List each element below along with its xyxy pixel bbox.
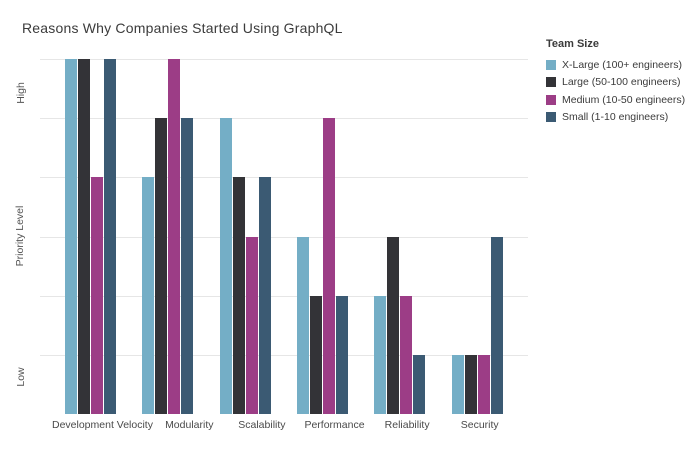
bar (155, 118, 168, 414)
gridline (40, 354, 528, 356)
bar (168, 59, 181, 414)
x-tick-label: Performance (304, 419, 365, 431)
gridline (40, 236, 528, 238)
bar-group-4 (361, 59, 438, 414)
bar-group-0 (52, 59, 129, 414)
bar (297, 236, 310, 414)
bar-group-5 (439, 59, 516, 414)
bar (104, 59, 117, 414)
bar (464, 354, 477, 414)
legend-label: Large (50-100 engineers) (562, 76, 681, 89)
y-axis-title: Priority Level (14, 205, 26, 267)
bar (387, 236, 400, 414)
gridline (40, 177, 528, 179)
legend-item: X-Large (100+ engineers) (546, 56, 685, 74)
x-tick-label: Security (460, 419, 499, 431)
legend-swatch-icon (546, 59, 556, 70)
legend-item: Medium (10-50 engineers) (546, 91, 685, 109)
legend-items: X-Large (100+ engineers) Large (50-100 en… (546, 56, 685, 126)
x-axis-labels: Development Velocity Modularity Scalabilit… (40, 419, 528, 431)
gridline (40, 59, 528, 60)
bar-group-1 (129, 59, 206, 414)
legend-item: Large (50-100 engineers) (546, 74, 685, 92)
legend: Team Size X-Large (100+ engineers) Large … (546, 38, 685, 126)
legend-label: X-Large (100+ engineers) (562, 58, 682, 71)
bar (78, 59, 91, 414)
y-tick-high: High (15, 82, 27, 104)
plot-area (40, 59, 528, 414)
gridline (40, 295, 528, 297)
legend-swatch-icon (546, 112, 556, 123)
bar (245, 236, 258, 414)
bar (219, 118, 232, 414)
legend-item: Small (1-10 engineers) (546, 109, 685, 127)
bar (142, 177, 155, 414)
x-tick-label: Modularity (165, 419, 214, 431)
bar (323, 118, 336, 414)
bar (374, 295, 387, 414)
bar (310, 295, 323, 414)
bar-group-2 (207, 59, 284, 414)
legend-label: Medium (10-50 engineers) (562, 93, 686, 106)
bar (477, 354, 490, 414)
bar (413, 354, 426, 414)
x-tick-label: Development Velocity (52, 419, 153, 431)
bar-group-3 (284, 59, 361, 414)
x-tick-label: Reliability (384, 419, 430, 431)
bar (490, 236, 503, 414)
legend-swatch-icon (546, 94, 556, 105)
bar (232, 177, 245, 414)
bar (181, 118, 194, 414)
bar (451, 354, 464, 414)
x-tick-label: Scalability (238, 419, 286, 431)
legend-swatch-icon (546, 77, 556, 88)
legend-title: Team Size (546, 38, 599, 50)
y-tick-low: Low (15, 367, 27, 387)
chart-title: Reasons Why Companies Started Using Grap… (22, 20, 343, 36)
bar (336, 295, 349, 414)
bar-groups (40, 59, 528, 414)
bar (258, 177, 271, 414)
bar (91, 177, 104, 414)
bar (400, 295, 413, 414)
bar (65, 59, 78, 414)
gridline (40, 118, 528, 120)
legend-label: Small (1-10 engineers) (562, 111, 669, 124)
